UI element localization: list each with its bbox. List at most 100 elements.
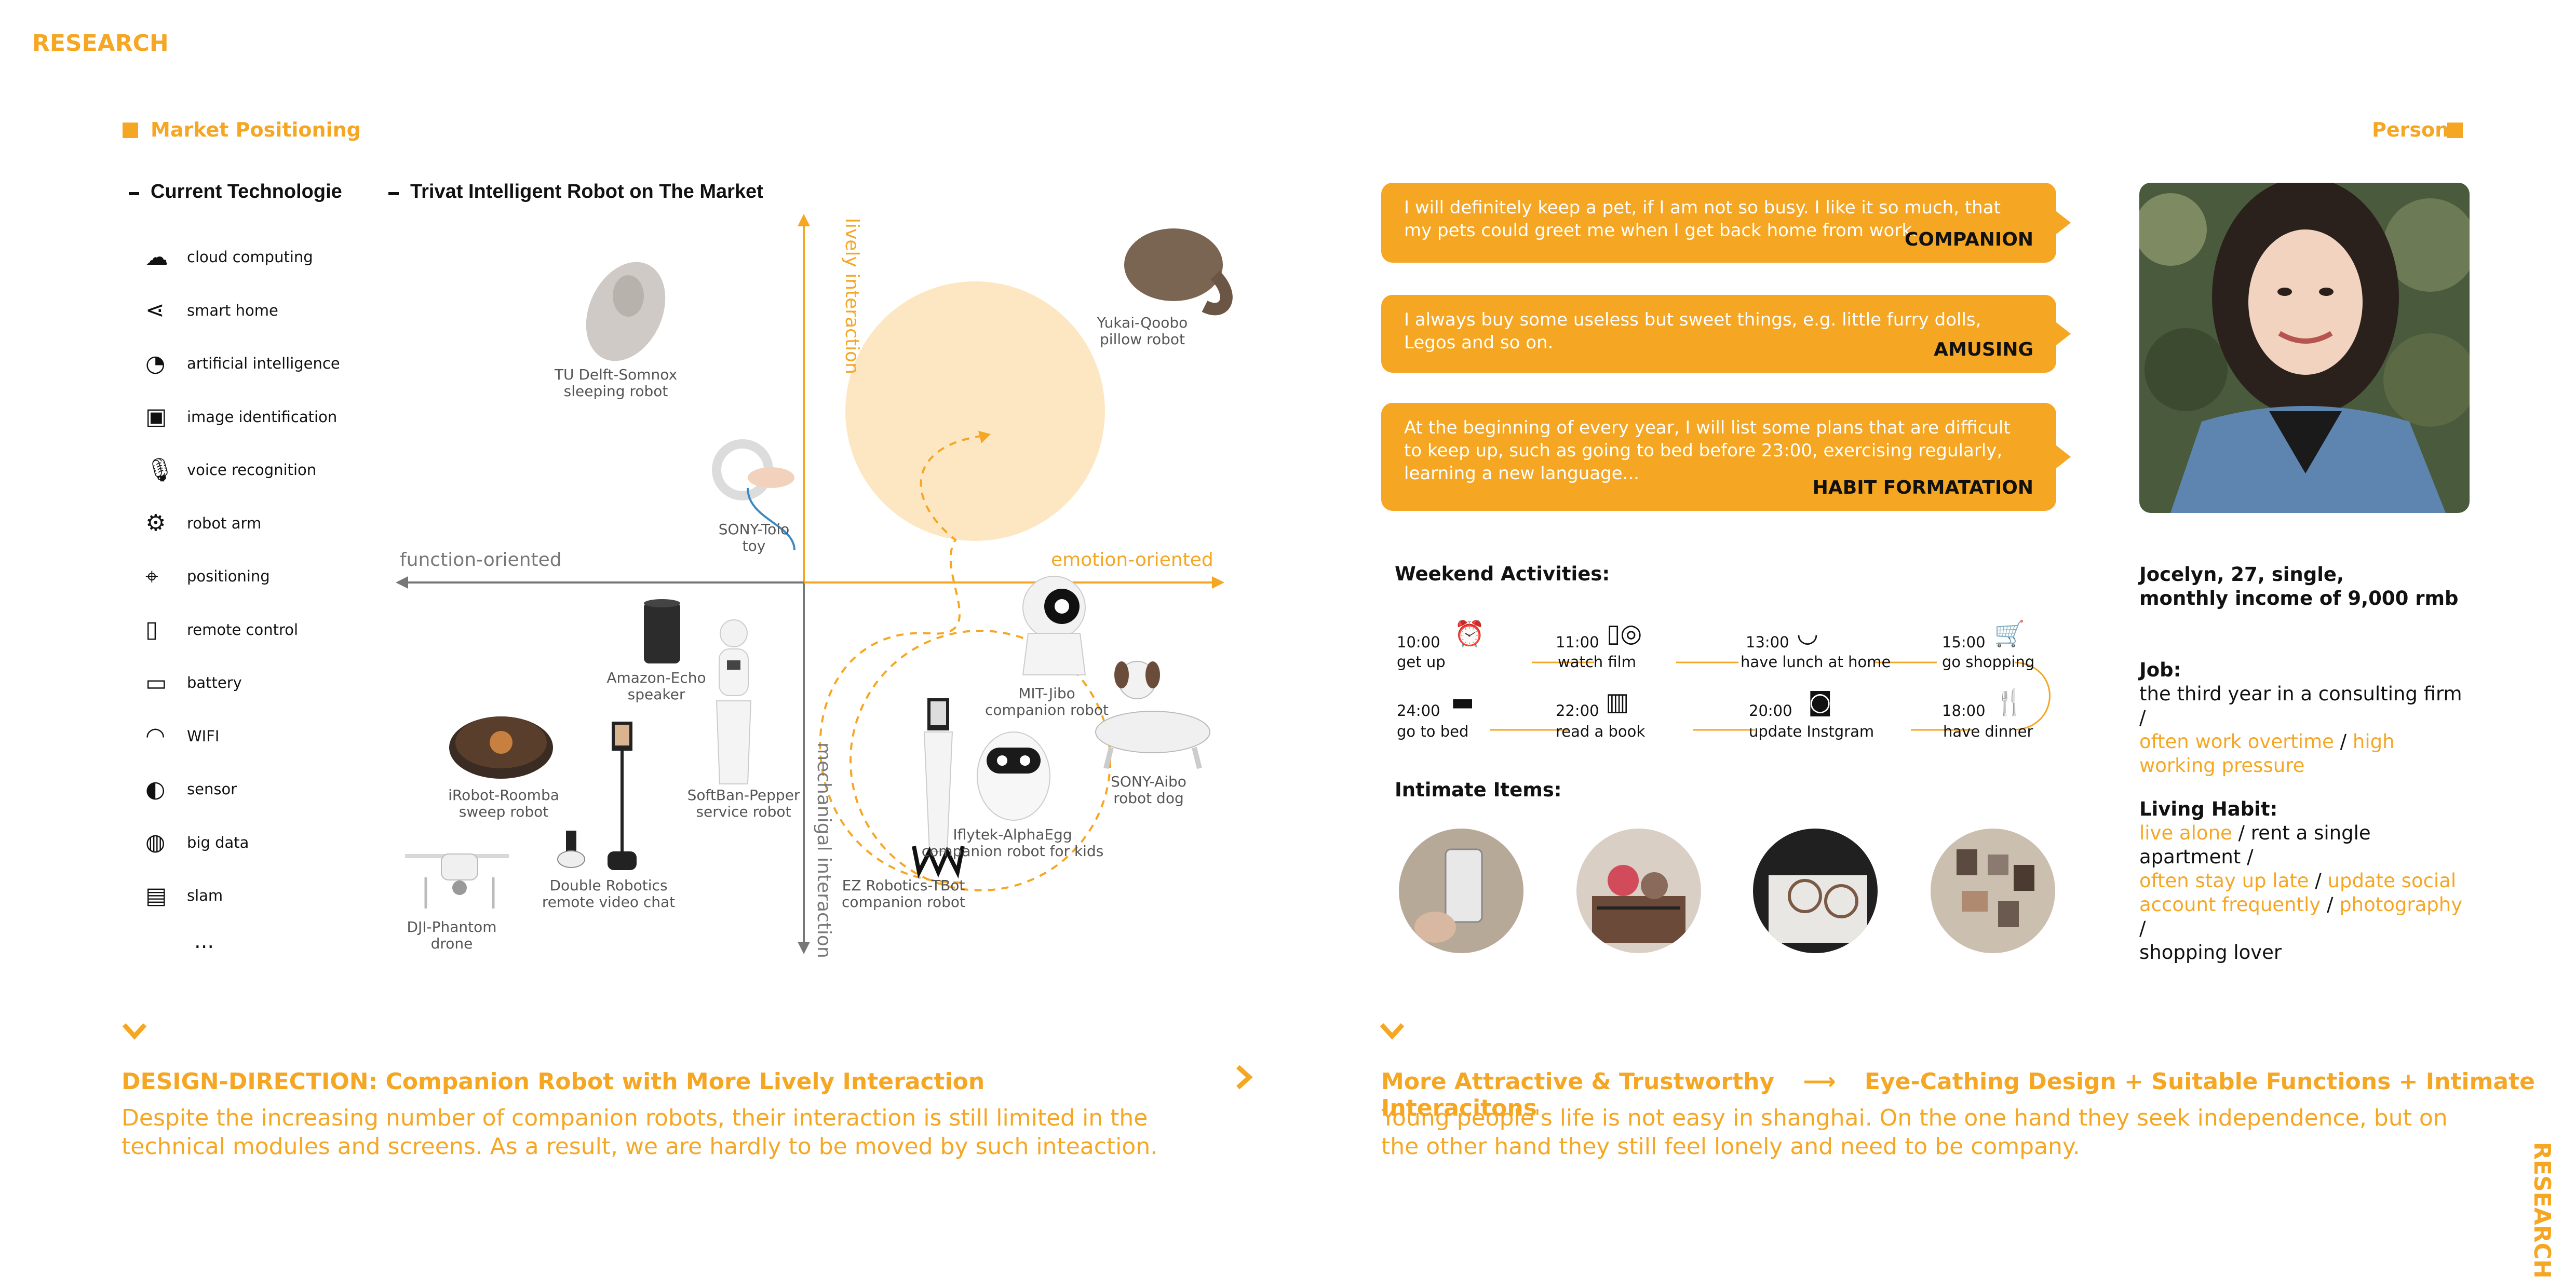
quote-tag: HABIT FORMATATION [1812,477,2033,498]
robot-label: MIT-Jibo companion robot [969,685,1125,718]
persona-title: Persona [2372,118,2462,141]
robot-name: DJI-Phantom [407,918,497,936]
robot-name: SoftBan-Pepper [687,787,800,804]
design-direction-title: DESIGN-DIRECTION: Companion Robot with M… [122,1068,985,1095]
job-highlight: high working pressure [2139,730,2395,777]
intimate-item-glasses [1753,829,1878,953]
robot-label: iRobot-Roomba sweep robot [426,787,582,820]
robot-type: robot dog [1113,790,1184,807]
tablet-film-icon: ▯◎ [1607,619,1642,648]
toys-image [1592,865,1685,943]
alphaegg-image [977,731,1050,821]
robot-label: SoftBan-Pepper service robot [666,787,821,820]
arrow-icon [978,431,991,443]
echo-image [644,599,680,663]
slam-icon: ▤ [145,882,167,909]
persona-photo [2139,183,2470,513]
section-marker [123,123,138,138]
double-robotics-small-image [557,831,585,868]
title-a: More Attractive & Trustworthy [1381,1068,1775,1095]
tech-item: ▣ image identification [145,399,337,435]
activity-label: have lunch at home [1741,653,1891,671]
tech-item-label: robot arm [187,514,262,532]
dash [388,192,399,195]
tech-item: ⌖ positioning [145,558,270,594]
aibo-image [1095,661,1210,769]
robot-label: Iflytek-AlphaEgg companion robot for kids [909,826,1116,860]
robot-label: Amazon-Echo speaker [578,670,734,703]
positioning-map [396,214,1233,954]
intimate-item-phone [1399,829,1523,953]
separator: / [2334,730,2353,753]
globe-icon: ◍ [145,829,166,856]
share-icon: ⋖ [145,297,165,323]
arrow-right-icon: ⟶ [1803,1068,1836,1095]
activity-label: update Instgram [1749,723,1874,740]
tech-item-label: remote control [187,620,299,639]
activity-time: 10:00 [1397,633,1440,651]
activity-time: 15:00 [1942,633,1986,651]
robot-arm-icon: ⚙ [145,510,166,536]
tech-item-label: sensor [187,780,237,798]
page-title: RESEARCH [32,30,169,57]
robot-heading: Trivat Intelligent Robot on The Market [410,181,763,202]
jibo-image [1022,576,1086,675]
market-positioning-title: Market Positioning [151,118,361,141]
persona-living-habit: Living Habit: live alone / rent a single… [2139,797,2472,965]
robot-type: drone [430,935,473,952]
tech-more: ... [194,929,214,953]
activity-label: go shopping [1942,653,2035,671]
persona-job: Job: the third year in a consulting firm… [2139,658,2472,778]
quote-text: I always buy some useless but sweet thin… [1404,309,1981,353]
robot-name: Double Robotics [549,877,668,894]
axis-label-bottom: mechanigal interaction [813,742,834,958]
somnox-image [586,262,666,361]
robot-name: Iflytek-AlphaEgg [953,826,1072,843]
image-search-icon: ▣ [145,403,167,430]
robot-type: speaker [627,686,685,703]
tech-item: ◠ WIFI [145,718,219,754]
robot-name: TU Delft-Somnox [554,366,678,383]
intimate-item-photo-wall [1931,829,2055,953]
robot-label: DJI-Phantom drone [374,919,530,952]
microphone-icon: 🎙 [145,457,174,483]
habit-highlight: update social account frequently [2139,870,2457,916]
arrow-right-icon [1212,576,1224,589]
tech-item: ⋖ smart home [145,292,278,329]
tech-item: ▭ battery [145,665,242,701]
tech-item: ⚙ robot arm [145,505,261,541]
robot-name: SONY-Aibo [1111,773,1186,790]
robot-label: TU Delft-Somnox sleeping robot [538,367,694,400]
tech-item: ◔ artificial intelligence [145,345,340,382]
robot-name: SONY-Toio [718,521,790,538]
tech-item-label: WIFI [187,727,220,745]
habit-plain: / [2139,917,2146,940]
tech-item-label: battery [187,674,242,692]
intimate-item-toys [1576,829,1701,953]
tbot-image [912,698,965,879]
robot-label: Yukai-Qoobo pillow robot [1064,315,1220,348]
ai-head-icon: ◔ [145,350,166,377]
design-direction-body: Despite the increasing number of compani… [122,1105,1158,1160]
tech-item-label: voice recognition [187,461,317,479]
robot-label: Double Robotics remote video chat [531,877,686,911]
sensor-ear-icon: ◐ [145,776,166,803]
quote-text: At the beginning of every year, I will l… [1404,417,2011,484]
arrow-left-icon [396,576,408,589]
job-heading: Job: [2139,659,2181,681]
habit-heading: Living Habit: [2139,798,2278,820]
habit-line: shopping lover [2139,941,2282,964]
quote-text: I will definitely keep a pet, if I am no… [1404,197,2001,241]
tech-item-label: artificial intelligence [187,355,340,372]
arrow-up-icon [798,214,810,226]
qoobo-image [1124,228,1233,316]
title-b: Eye-Cathing Design + Suitable Functions … [1381,1068,2535,1121]
side-label: RESEARCH [2529,1142,2555,1279]
chevron-down-icon [1380,1023,1405,1040]
activity-time: 22:00 [1556,702,1599,720]
activity-label: read a book [1556,723,1646,740]
roomba-image [449,716,553,779]
job-highlights: often work overtime / high working press… [2139,730,2472,778]
section-marker [2447,123,2463,138]
robot-type: pillow robot [1100,331,1185,348]
